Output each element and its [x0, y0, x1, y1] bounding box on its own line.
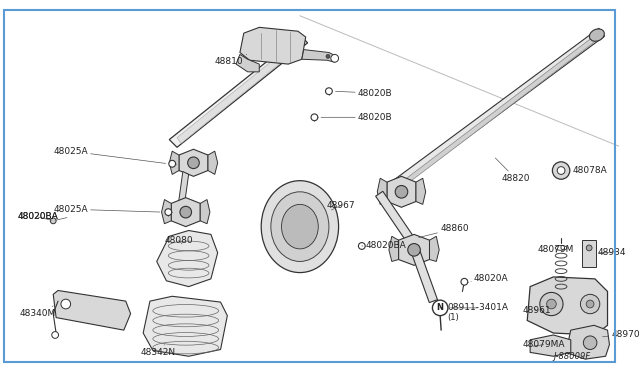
- Text: 48810: 48810: [215, 54, 246, 66]
- Circle shape: [557, 167, 565, 174]
- Text: 48078A: 48078A: [570, 166, 607, 175]
- Polygon shape: [170, 35, 308, 147]
- Polygon shape: [389, 236, 399, 262]
- Polygon shape: [157, 231, 218, 286]
- Polygon shape: [582, 240, 596, 267]
- Polygon shape: [387, 176, 416, 207]
- Text: 48020BA: 48020BA: [362, 241, 406, 250]
- Polygon shape: [412, 251, 438, 302]
- Circle shape: [461, 278, 468, 285]
- Circle shape: [583, 336, 597, 349]
- Polygon shape: [178, 171, 189, 209]
- Polygon shape: [240, 28, 306, 64]
- Polygon shape: [236, 54, 259, 72]
- Text: 48970: 48970: [602, 330, 640, 340]
- Circle shape: [52, 331, 58, 339]
- Text: 48020A: 48020A: [471, 275, 509, 283]
- Ellipse shape: [261, 181, 339, 273]
- Polygon shape: [383, 35, 598, 199]
- Polygon shape: [380, 28, 605, 199]
- Circle shape: [540, 292, 563, 315]
- Polygon shape: [53, 291, 131, 330]
- Polygon shape: [172, 198, 200, 227]
- Circle shape: [580, 294, 600, 314]
- Polygon shape: [161, 199, 172, 224]
- Circle shape: [586, 245, 592, 251]
- Text: (1): (1): [447, 313, 459, 322]
- Text: 48961: 48961: [522, 306, 551, 315]
- Text: 48025A: 48025A: [53, 205, 160, 214]
- Polygon shape: [399, 234, 429, 265]
- Circle shape: [61, 299, 70, 309]
- Polygon shape: [302, 49, 337, 62]
- Ellipse shape: [589, 29, 604, 41]
- Text: N: N: [436, 304, 444, 312]
- Circle shape: [547, 299, 556, 309]
- Polygon shape: [376, 191, 420, 250]
- Text: 48020B: 48020B: [321, 113, 392, 122]
- Polygon shape: [530, 335, 571, 356]
- Polygon shape: [527, 277, 607, 335]
- Text: 48079M: 48079M: [538, 246, 574, 254]
- Circle shape: [331, 54, 339, 62]
- Text: 48025A: 48025A: [53, 147, 166, 163]
- Circle shape: [552, 162, 570, 179]
- Text: 48860: 48860: [419, 224, 468, 238]
- Circle shape: [395, 186, 408, 198]
- Circle shape: [586, 300, 594, 308]
- Text: 48020B: 48020B: [335, 89, 392, 97]
- Polygon shape: [143, 296, 227, 356]
- Polygon shape: [200, 199, 210, 224]
- Text: 48080: 48080: [164, 236, 193, 245]
- Circle shape: [169, 160, 175, 167]
- Text: 48820: 48820: [495, 158, 530, 183]
- Text: 08911-3401A: 08911-3401A: [447, 304, 508, 312]
- Polygon shape: [416, 178, 426, 204]
- Polygon shape: [179, 149, 208, 176]
- Circle shape: [326, 88, 332, 94]
- Circle shape: [180, 206, 191, 218]
- Text: 48020BA: 48020BA: [17, 212, 58, 221]
- Text: 48340M: 48340M: [19, 306, 56, 318]
- Ellipse shape: [282, 204, 318, 249]
- Polygon shape: [177, 40, 302, 144]
- Circle shape: [188, 157, 199, 169]
- Circle shape: [165, 209, 172, 215]
- Circle shape: [358, 243, 365, 249]
- Circle shape: [326, 54, 330, 58]
- Circle shape: [51, 218, 56, 224]
- Circle shape: [433, 300, 448, 315]
- Polygon shape: [170, 151, 179, 174]
- Polygon shape: [429, 236, 439, 262]
- Polygon shape: [378, 178, 387, 204]
- Circle shape: [311, 114, 318, 121]
- Text: 48079MA: 48079MA: [522, 340, 565, 349]
- Text: 48934: 48934: [598, 248, 627, 257]
- Polygon shape: [208, 151, 218, 174]
- Polygon shape: [566, 325, 609, 359]
- Ellipse shape: [271, 192, 329, 262]
- Text: 48342N: 48342N: [140, 344, 175, 357]
- Text: J-88009F: J-88009F: [554, 352, 591, 361]
- Text: 48020BA: 48020BA: [17, 212, 58, 221]
- Circle shape: [408, 244, 420, 256]
- Text: 48967: 48967: [327, 201, 356, 210]
